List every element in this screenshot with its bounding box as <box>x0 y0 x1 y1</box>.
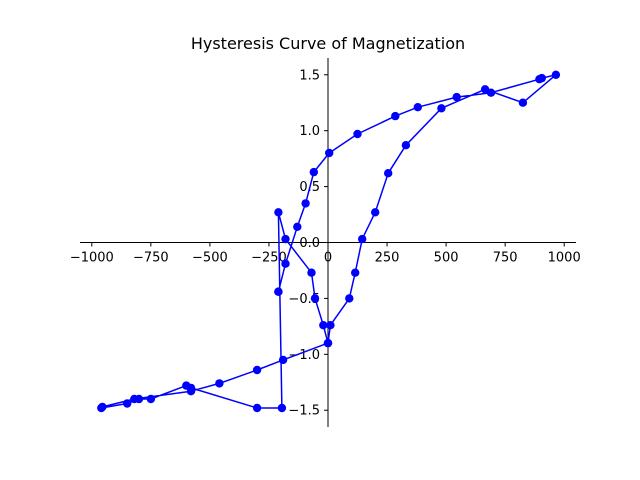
data-point <box>274 208 283 217</box>
y-tick-label: 0.0 <box>299 236 320 251</box>
y-tick-label: −1.5 <box>288 404 320 419</box>
y-tick-label: 1.0 <box>299 124 320 139</box>
data-point <box>215 379 224 388</box>
x-tick-label: 750 <box>493 251 518 266</box>
data-point <box>437 104 446 113</box>
data-point <box>274 287 283 296</box>
series-line <box>100 74 557 409</box>
data-point <box>384 169 393 178</box>
axes: −1000 −750 −500 −250 0 250 500 750 1000−1.5−1.0−… <box>70 58 581 427</box>
data-point <box>252 365 262 375</box>
data-point <box>301 199 310 208</box>
y-tick-label: 1.5 <box>299 68 320 83</box>
data-point <box>358 234 367 244</box>
data-point <box>281 234 290 244</box>
data-point <box>391 111 400 121</box>
data-point <box>98 402 107 412</box>
data-point <box>371 208 380 217</box>
data-point <box>293 222 302 231</box>
x-tick-label: −750 <box>133 251 169 266</box>
data-point <box>413 103 422 112</box>
data-point <box>130 394 139 404</box>
x-tick-label: 500 <box>434 251 459 266</box>
data-point <box>486 88 496 97</box>
data-point <box>277 403 287 413</box>
data-point <box>325 148 334 158</box>
data-point <box>351 268 360 277</box>
data-point <box>278 355 288 365</box>
data-point <box>309 167 318 177</box>
data-point <box>146 394 156 404</box>
y-tick-label: −1.0 <box>288 348 320 363</box>
data-point <box>123 399 132 408</box>
data-point <box>326 321 335 330</box>
data-point <box>518 98 528 107</box>
data-point <box>323 338 333 348</box>
chart-title: Hysteresis Curve of Magnetization <box>191 34 465 53</box>
data-point <box>535 75 544 84</box>
data-point <box>307 268 316 277</box>
data-point <box>310 294 320 303</box>
x-tick-label: −1000 <box>70 251 114 266</box>
x-tick-label: 1000 <box>548 251 581 266</box>
data-point <box>319 321 328 330</box>
x-tick-label: 0 <box>324 251 332 266</box>
data-point <box>452 92 461 102</box>
data-point <box>401 141 411 150</box>
data-point <box>281 259 290 268</box>
data-point <box>252 403 262 413</box>
data-point <box>353 129 362 139</box>
data-point <box>182 381 191 390</box>
x-tick-label: 250 <box>375 251 400 266</box>
x-tick-label: −500 <box>192 251 228 266</box>
x-tick-label: −250 <box>251 251 287 266</box>
series-layer <box>97 70 561 413</box>
data-point <box>186 387 196 396</box>
data-point <box>345 294 354 303</box>
data-point <box>551 70 561 80</box>
